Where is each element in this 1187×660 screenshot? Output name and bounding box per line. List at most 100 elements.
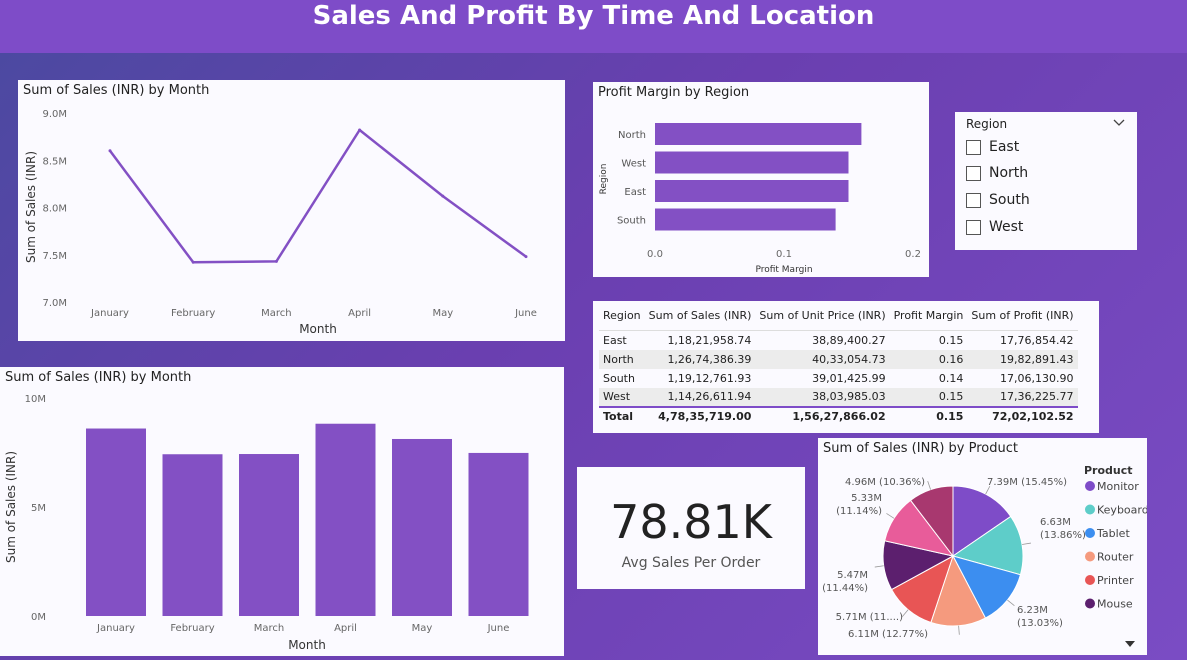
bar-chart-title: Sum of Sales (INR) by Month [5, 370, 192, 385]
y-tick-label: South [617, 216, 646, 227]
pie-leader-line [902, 609, 909, 617]
cell-profit-margin: 0.15 [889, 387, 968, 407]
pie-slice [952, 555, 1022, 619]
legend-marker [1085, 528, 1095, 538]
legend-entry: Router [1097, 551, 1134, 564]
header-profit-margin[interactable]: Profit Margin [889, 305, 968, 331]
y-tick-label: 7.0M [42, 298, 67, 309]
y-tick-label: 8.0M [42, 204, 67, 215]
hbar-north [655, 123, 862, 145]
title-banner: Sales And Profit By Time And Location [0, 0, 1187, 53]
bar-chart: 0M 5M 10M January February March April May June M… [4, 394, 529, 652]
slicer-option-label: East [989, 139, 1020, 155]
legend-entry: Monitor [1097, 480, 1139, 493]
cell-sales: 1,19,12,761.93 [667, 371, 752, 385]
slicer-option-label: West [989, 219, 1024, 235]
x-tick-label: 0.2 [905, 249, 921, 260]
checkbox-west[interactable] [966, 219, 981, 235]
cell-unit-price: 38,03,985.03 [755, 387, 890, 407]
bar-may [392, 438, 452, 616]
hbar-chart-title: Profit Margin by Region [598, 85, 750, 100]
cell-unit-price: 40,33,054.73 [755, 349, 890, 369]
bar-january [86, 428, 146, 616]
pie-data-label: 5.47M (11.44%) [822, 570, 868, 594]
table-total-row: Total 4,78,35,719.00 1,56,27,866.02 0.15… [599, 405, 1078, 426]
cell-profit: 19,82,891.43 [967, 349, 1078, 369]
legend-marker [1085, 551, 1095, 562]
y-tick-label: 9.0M [42, 109, 67, 120]
slicer-option-label: North [989, 165, 1029, 181]
pie-slice [930, 554, 987, 627]
pie-leader-line [927, 481, 931, 490]
matrix-table-card: Region Sum of Sales (INR) Sum of Unit Pr… [593, 301, 1099, 433]
pie-chart: 7.39M (15.45%) 6.63M (13.86%) 6.23M (13.03%)… [822, 464, 1149, 647]
x-tick-label: March [261, 308, 291, 319]
line-point [441, 194, 445, 198]
header-region[interactable]: Region [599, 305, 645, 331]
cell-profit-margin: 0.16 [889, 349, 968, 369]
header-unit-price[interactable]: Sum of Unit Price (INR) [755, 305, 890, 331]
slicer-option-south[interactable]: South [966, 192, 1030, 208]
legend-entry: Keyboard [1097, 504, 1147, 517]
x-tick-label: April [334, 623, 357, 634]
checkbox-north[interactable] [966, 165, 981, 181]
y-tick-label: 5M [31, 503, 46, 514]
cell-sales: 1,18,21,958.74 [667, 333, 752, 347]
page-title: Sales And Profit By Time And Location [312, 1, 875, 31]
x-tick-label: January [90, 308, 129, 319]
cell-profit: 17,76,854.42 [1000, 333, 1074, 347]
slicer-option-north[interactable]: North [966, 165, 1028, 181]
header-profit[interactable]: Sum of Profit (INR) [967, 305, 1078, 331]
hbar-east [655, 180, 849, 202]
line-chart-card: Sum of Sales (INR) by Month 7.0M 7.5M 8.0M… [18, 80, 565, 341]
hbar-chart-card: Profit Margin by Region North West East Sou… [593, 82, 929, 277]
pie-leader-line [958, 625, 960, 635]
header-sales[interactable]: Sum of Sales (INR) [644, 305, 756, 331]
x-axis-label: Month [288, 638, 326, 652]
pie-leader-line [985, 485, 991, 495]
pie-leader-line [886, 513, 895, 519]
x-tick-label: 0.0 [647, 249, 663, 260]
bar-chart-card: Sum of Sales (INR) by Month 0M 5M 10M Janua… [0, 367, 564, 656]
cell-region: South [603, 371, 635, 385]
hbar-south [655, 208, 836, 231]
pie-data-label: 6.63M (13.86%) [1040, 517, 1086, 541]
y-axis-label: Sum of Sales (INR) [24, 151, 38, 263]
checkbox-south[interactable] [966, 192, 981, 208]
slicer-option-west[interactable]: West [966, 219, 1023, 235]
cell-profit: 72,02,102.52 [967, 405, 1078, 426]
legend-marker [1085, 598, 1095, 609]
y-tick-label: East [624, 187, 646, 198]
cell-region: Total [599, 405, 645, 426]
cell-unit-price: 39,01,425.99 [812, 371, 886, 385]
cell-profit: 17,36,225.77 [967, 387, 1078, 407]
legend-marker [1085, 575, 1095, 585]
cell-region: North [599, 349, 645, 369]
line-point [274, 259, 278, 263]
checkbox-east[interactable] [966, 139, 981, 155]
bar-march [239, 454, 299, 616]
x-tick-label: April [348, 308, 371, 319]
cell-sales: 4,78,35,719.00 [644, 405, 756, 426]
hbar-chart: North West East South 0.0 0.1 0.2 Profit Margin… [599, 123, 921, 275]
line-chart-title: Sum of Sales (INR) by Month [23, 83, 210, 98]
x-axis-label: Profit Margin [755, 265, 812, 275]
legend-marker [1085, 504, 1095, 515]
bar-february [162, 454, 223, 616]
pie-data-label: 5.71M (11....) [836, 612, 903, 623]
chevron-down-icon[interactable] [1112, 118, 1126, 128]
matrix-table: Region Sum of Sales (INR) Sum of Unit Pr… [599, 305, 1078, 426]
y-tick-label: 7.5M [42, 251, 67, 262]
hbar-west [655, 151, 849, 174]
cell-sales: 1,14,26,611.94 [644, 387, 756, 407]
x-tick-label: February [171, 308, 215, 319]
legend-entry: Printer [1097, 574, 1134, 587]
x-tick-label: June [514, 308, 537, 319]
y-tick-label: 10M [25, 394, 46, 405]
cell-region: West [599, 387, 645, 407]
line-point [108, 149, 112, 153]
slicer-option-east[interactable]: East [966, 139, 1019, 155]
x-tick-label: February [170, 623, 214, 634]
y-tick-label: 8.5M [42, 156, 67, 167]
kpi-card: 78.81K Avg Sales Per Order [577, 467, 805, 589]
